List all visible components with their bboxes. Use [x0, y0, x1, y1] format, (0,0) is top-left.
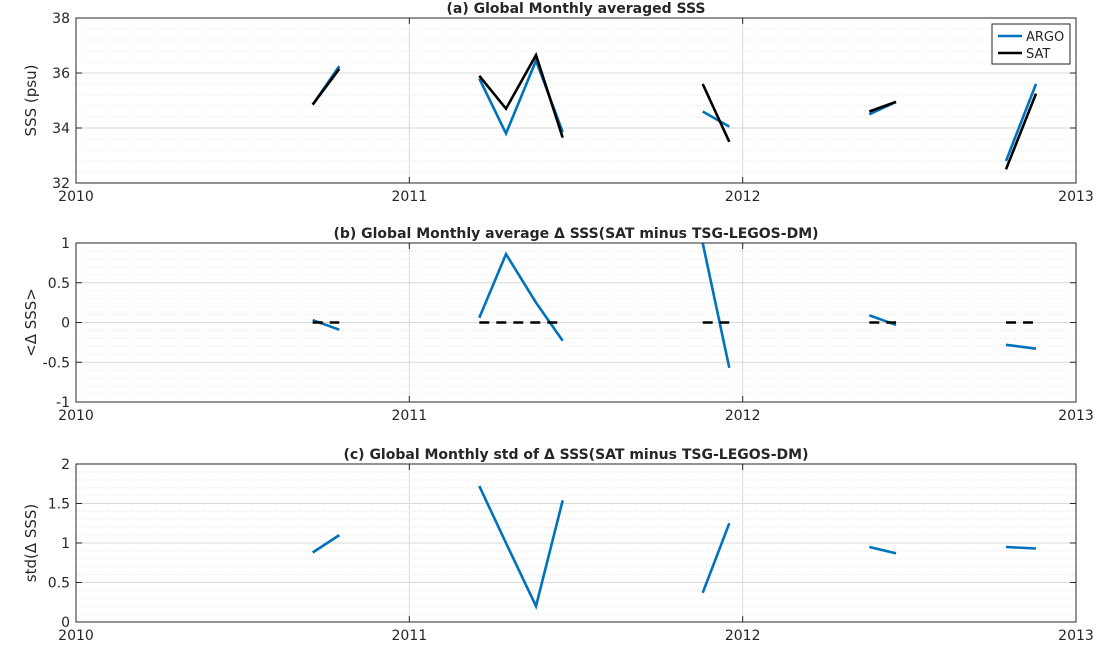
sat-series-segment-3 — [868, 100, 897, 113]
chart-title: (c) Global Monthly std of Δ SSS(SAT minu… — [343, 447, 808, 463]
sat-series-segment-0 — [311, 68, 341, 106]
argo-series-segment-4 — [1005, 343, 1037, 350]
x-tick-label: 2012 — [725, 189, 761, 205]
y-axis-label: SSS (psu) — [22, 65, 40, 137]
x-tick-label: 2010 — [58, 408, 94, 424]
y-tick-label: 32 — [52, 176, 70, 192]
argo-series-segment-4 — [1004, 83, 1038, 162]
plot-area — [76, 18, 1076, 183]
x-tick-label: 2011 — [392, 189, 428, 205]
y-tick-label: 0 — [61, 316, 70, 332]
legend-label-argo: ARGO — [1026, 30, 1064, 45]
y-tick-label: 36 — [52, 66, 70, 82]
x-tick-label: 2010 — [58, 189, 94, 205]
y-tick-label: -0.5 — [43, 355, 70, 371]
sat-series-segment-1 — [478, 51, 564, 139]
y-axis-label: <Δ SSS> — [22, 288, 40, 357]
x-tick-label: 2011 — [392, 628, 428, 644]
y-tick-label: 38 — [52, 11, 70, 27]
y-tick-label: -1 — [56, 395, 70, 411]
legend-box — [991, 23, 1071, 65]
chart-title: (b) Global Monthly average Δ SSS(SAT min… — [333, 226, 818, 242]
x-tick-label: 2010 — [58, 628, 94, 644]
y-tick-label: 1.5 — [48, 497, 70, 513]
argo-series-segment-2 — [702, 110, 730, 128]
x-tick-label: 2012 — [725, 628, 761, 644]
y-tick-label: 0.5 — [48, 276, 70, 292]
y-tick-label: 2 — [61, 457, 70, 473]
x-tick-label: 2011 — [392, 408, 428, 424]
argo-series-segment-2 — [701, 242, 731, 369]
y-tick-label: 34 — [52, 121, 70, 137]
panel-b: 2010 2011 2012 2013 -1 -0.5 0 0.5 1 (b) Global Mo… — [22, 226, 1094, 424]
argo-series-segment-0 — [311, 534, 341, 554]
legend-label-sat: SAT — [1026, 47, 1050, 62]
sat-series-segment-4 — [1004, 93, 1038, 170]
y-tick-label: 0 — [61, 615, 70, 631]
argo-series-segment-2 — [701, 522, 731, 594]
panel-a: 2010 2011 2012 2013 32 34 36 38 (a) Global Month… — [22, 1, 1094, 205]
chart-title: (a) Global Monthly averaged SSS — [447, 1, 706, 17]
y-tick-label: 0.5 — [48, 576, 70, 592]
y-tick-label: 1 — [61, 536, 70, 552]
argo-series-segment-3 — [869, 545, 897, 555]
legend: ARGO SAT — [991, 23, 1071, 65]
axes-box — [75, 17, 1077, 184]
x-tick-label: 2013 — [1058, 628, 1094, 644]
x-tick-label: 2013 — [1058, 408, 1094, 424]
y-tick-label: 1 — [61, 236, 70, 252]
panel-c: 2010 2011 2012 2013 0 0.5 1 1.5 2 (c) Global Mont… — [22, 447, 1094, 644]
y-axis-label: std(Δ SSS) — [22, 504, 40, 583]
sat-series-segment-2 — [701, 83, 731, 143]
x-tick-label: 2012 — [725, 408, 761, 424]
x-tick-label: 2013 — [1058, 189, 1094, 205]
argo-series-segment-1 — [478, 485, 564, 611]
argo-series-segment-4 — [1005, 545, 1037, 550]
